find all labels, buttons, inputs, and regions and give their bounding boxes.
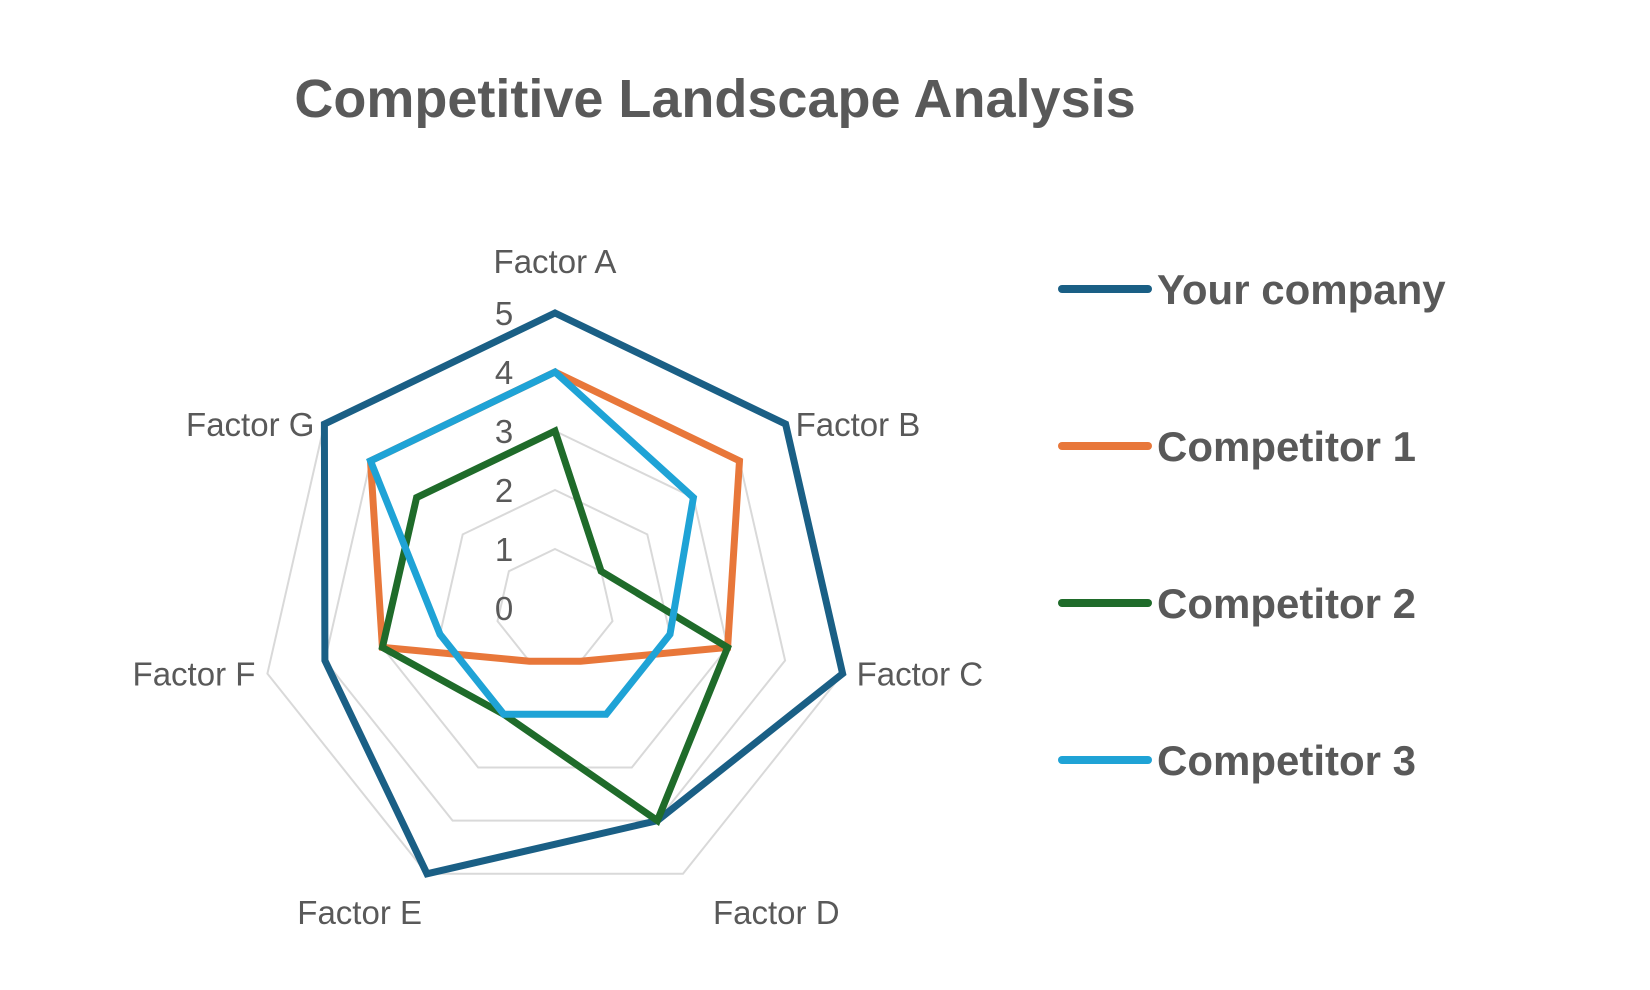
series-line-3	[378, 426, 732, 826]
grid-ring-1	[496, 547, 614, 663]
axis-label-factor-a: Factor A	[494, 243, 617, 280]
tick-label-5: 5	[495, 295, 513, 332]
series-line-2	[366, 368, 744, 665]
series-line-4	[366, 367, 698, 718]
legend-label-1: Your company	[1157, 266, 1446, 313]
tick-label-3: 3	[495, 413, 513, 450]
axis-label-factor-e: Factor E	[297, 894, 422, 931]
legend-label-3: Competitor 2	[1157, 580, 1416, 627]
axis-label-factor-g: Factor G	[186, 406, 314, 443]
legend-label-4: Competitor 3	[1157, 737, 1416, 784]
tick-label-2: 2	[495, 472, 513, 509]
legend: Your company Competitor 1 Competitor 2 Comp…	[1058, 266, 1446, 784]
tick-label-4: 4	[495, 354, 513, 391]
radar-series	[320, 309, 847, 878]
tick-label-0: 0	[495, 590, 513, 627]
axis-label-factor-d: Factor D	[713, 894, 840, 931]
series-line-1	[320, 309, 847, 878]
tick-label-1: 1	[495, 531, 513, 568]
axis-label-factor-c: Factor C	[857, 656, 984, 693]
axis-label-factor-b: Factor B	[796, 406, 921, 443]
radar-grid	[266, 311, 844, 875]
radar-tick-labels: 0 1 2 3 4 5	[495, 295, 513, 627]
chart-title: Competitive Landscape Analysis	[294, 69, 1135, 129]
grid-ring-4	[323, 370, 787, 822]
grid-ring-5	[266, 311, 844, 875]
axis-label-factor-f: Factor F	[133, 656, 256, 693]
legend-label-2: Competitor 1	[1157, 423, 1416, 470]
radar-axis-labels: Factor A Factor B Factor C Factor D Factor E…	[133, 243, 984, 931]
